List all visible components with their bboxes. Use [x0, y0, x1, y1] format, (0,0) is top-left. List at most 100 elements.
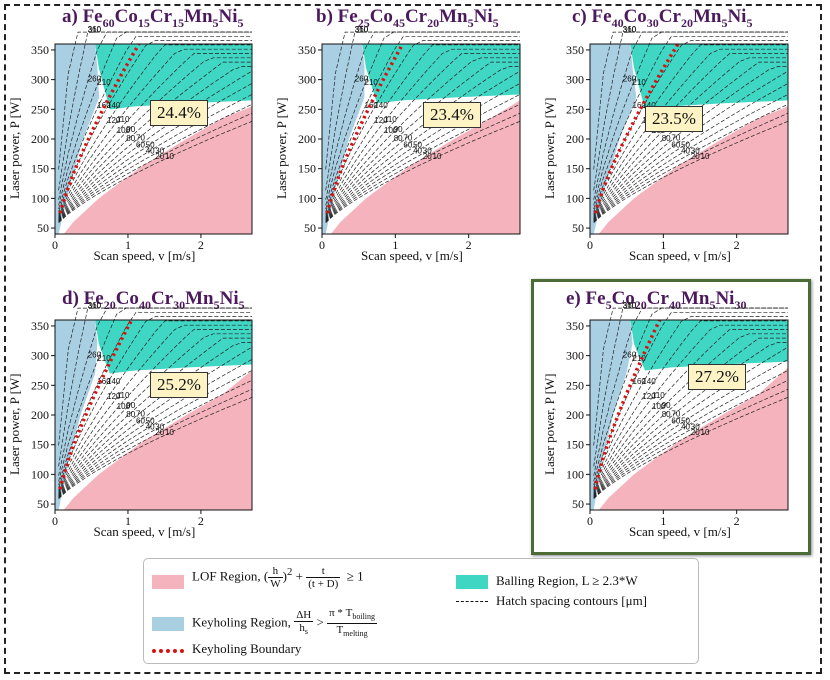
panel-d-contour-label-310: 310	[88, 302, 102, 311]
panel-c-hatch-contour-30	[593, 103, 789, 223]
panel-d-ytick-label-100: 100	[31, 467, 49, 481]
panel-b-contour-label-90: 90	[394, 125, 403, 134]
panel-d-xtick-label-2: 2	[198, 514, 204, 528]
panel-b-xtick-label-0: 0	[319, 238, 325, 252]
panel-b-xtick-label-2: 2	[466, 238, 472, 252]
panel-c-fraction-Co: 30	[646, 15, 659, 30]
panel-d-contour-label-90: 90	[126, 401, 135, 410]
panel-d-fraction-Ni: 5	[238, 297, 245, 312]
panel-e-process-window-percentage: 27.2%	[688, 364, 746, 390]
panel-b-hatch-contour-110	[325, 48, 520, 216]
panel-d-element-Ni: Ni	[219, 288, 239, 309]
panel-e-title: e) Fe5Co20Cr40Mn5Ni30	[566, 288, 746, 313]
panel-a-hatch-contour-60	[58, 70, 253, 221]
panel-a-xtick-label-0: 0	[52, 238, 58, 252]
panel-e-ytick-label-50: 50	[572, 497, 584, 511]
panel-b-xtick-label-1: 1	[392, 238, 398, 252]
panel-a-element-Cr: Cr	[149, 6, 173, 27]
panel-d-label: d)	[62, 288, 84, 309]
panel-b-ytick-label-150: 150	[298, 162, 316, 176]
panel-b-contour-label-360: 360	[355, 25, 369, 34]
panel-a-fraction-Ni: 5	[237, 15, 244, 30]
panel-a-contour-label-20: 20	[155, 152, 164, 161]
panel-c-process-window-percentage: 23.5%	[645, 106, 703, 132]
panel-b-label: b)	[316, 6, 338, 27]
panel-d-xlabel: Scan speed, v [m/s]	[93, 524, 196, 539]
panel-a-contour-label-110: 110	[117, 115, 130, 124]
panel-b-keyholing-boundary	[325, 43, 405, 214]
hatch-legend-entry: Hatch spacing contours [μm]	[496, 593, 648, 608]
panel-a-ytick-label-100: 100	[31, 191, 49, 205]
panel-d-contour-label-20: 20	[155, 428, 164, 437]
panel-c-hatch-contour-210	[593, 31, 788, 206]
panel-d-fraction-Cr: 30	[173, 297, 186, 312]
panel-e-hatch-contour-140	[593, 316, 788, 488]
panel-b-hatch-contour-90	[325, 57, 520, 218]
panel-e-xlabel: Scan speed, v [m/s]	[629, 524, 731, 539]
panel-c-contour-label-360: 360	[623, 25, 637, 34]
panel-c-contour-label-260: 260	[623, 74, 637, 83]
panel-d-ytick-label-350: 350	[31, 319, 49, 333]
panel-d-xtick-label-0: 0	[52, 514, 58, 528]
panel-c-ytick-label-50: 50	[572, 221, 584, 235]
panel-a-title: a) Fe60Co15Cr15Mn5Ni5	[62, 6, 244, 31]
panel-b-contour-label-310: 310	[355, 26, 369, 35]
panel-e-contour-label-60: 60	[671, 417, 680, 426]
panel-e-ytick-label-200: 200	[566, 408, 584, 422]
panel-c-hatch-contour-70	[593, 66, 788, 220]
hatch-swatch	[456, 601, 488, 602]
panel-c-element-Ni: Ni	[727, 6, 747, 27]
panel-c-fraction-Cr: 20	[680, 15, 693, 30]
panel-b-xlabel: Scan speed, v [m/s]	[361, 248, 463, 263]
panel-a-ytick-label-350: 350	[31, 43, 49, 57]
panel-e-hatch-contour-10	[593, 396, 789, 499]
panel-d-contour-label-110: 110	[117, 391, 130, 400]
panel-d-contour-label-10: 10	[165, 428, 174, 437]
panel-b-contour-label-210: 210	[365, 78, 379, 87]
panel-d-contour-label-50: 50	[146, 416, 155, 425]
panel-d-keyhole-region	[55, 320, 98, 510]
panel-b-element-Ni: Ni	[473, 6, 493, 27]
panel-b-fraction-Co: 45	[392, 15, 405, 30]
lof-label: LOF Region,	[192, 568, 261, 584]
panel-d-element-Fe: Fe	[83, 288, 104, 309]
panel-c-contour-label-140: 140	[642, 101, 656, 110]
panel-b-fraction-Ni: 5	[492, 15, 499, 30]
panel-d-xtick-label-1: 1	[125, 514, 131, 528]
panel-d-contour-label-30: 30	[155, 423, 164, 432]
panel-b-fraction-Fe: 25	[357, 15, 370, 30]
panel-b-contour-label-60: 60	[403, 141, 412, 150]
panel-e-contour-label-140: 140	[642, 377, 656, 386]
panel-a-hatch-contour-110	[58, 48, 252, 216]
panel-e-hatch-contour-210	[593, 307, 788, 482]
panel-d-ytick-label-200: 200	[31, 408, 49, 422]
panel-c-contour-label-60: 60	[671, 141, 680, 150]
panel-a-lof-region	[63, 106, 252, 234]
panel-a-contour-label-50: 50	[146, 140, 155, 149]
panel-a-contour-label-140: 140	[107, 101, 121, 110]
panel-c-lof-region	[598, 106, 788, 234]
panel-a-ytick-label-150: 150	[31, 162, 49, 176]
panel-b-hatch-contour-50	[325, 83, 521, 222]
panel-b-hatch-contour-10	[325, 120, 521, 223]
panel-d-hatch-contour-120	[58, 320, 252, 490]
panel-c-hatch-contour-90	[593, 57, 788, 218]
panel-d-ylabel: Laser power, P [W]	[7, 373, 22, 475]
panel-d-ytick-label-300: 300	[31, 349, 49, 363]
panel-a-contour-label-210: 210	[97, 78, 111, 87]
panel-b-contour-label-70: 70	[403, 133, 412, 142]
panel-a-ylabel: Laser power, P [W]	[7, 97, 22, 199]
panel-c-hatch-contour-110	[593, 48, 788, 216]
panel-a-contour-label-10: 10	[165, 152, 174, 161]
panel-a-hatch-contour-50	[58, 83, 253, 222]
panel-b-ytick-label-50: 50	[304, 221, 316, 235]
panel-a-contour-label-40: 40	[146, 146, 155, 155]
panel-b-contour-label-20: 20	[423, 152, 432, 161]
panel-e-hatch-contour-80	[593, 337, 788, 495]
panel-c-hatch-contour-100	[593, 53, 788, 217]
panel-c-plot: 3603102602101601401201101009080706050403…	[566, 25, 789, 252]
panel-b-lof-region	[330, 100, 520, 234]
panel-d-keyholing-boundary	[58, 319, 134, 490]
keyhole-swatch	[152, 617, 184, 631]
